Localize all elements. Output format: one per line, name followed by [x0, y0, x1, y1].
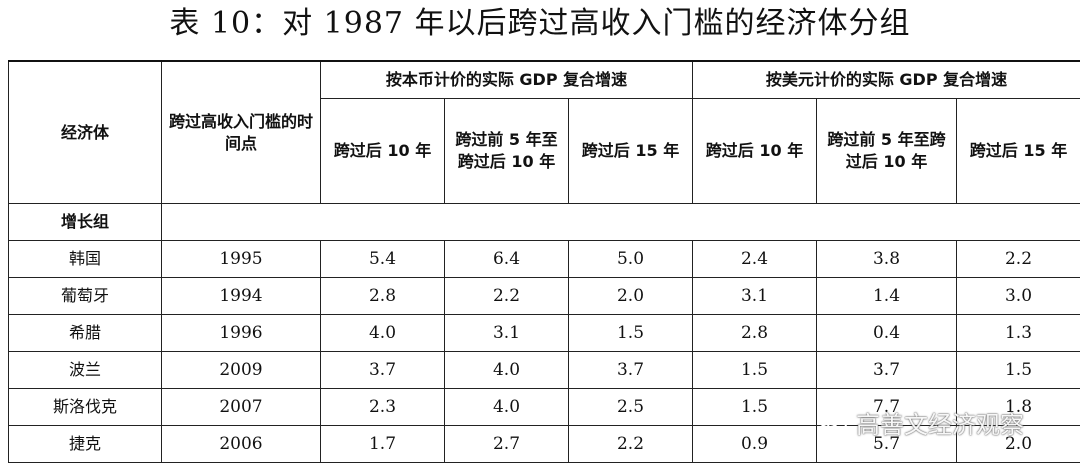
- table-row: 斯洛伐克 2007 2.3 4.0 2.5 1.5 7.7 1.8: [8, 388, 1080, 426]
- economy-name: 捷克: [8, 425, 162, 463]
- economy-name: 希腊: [8, 314, 162, 352]
- header-local-before5-after10: 跨过前 5 年至跨过后 10 年: [444, 98, 569, 204]
- table-row: 葡萄牙 1994 2.8 2.2 2.0 3.1 1.4 3.0: [8, 277, 1080, 315]
- growth-value: 2.5: [568, 388, 693, 426]
- cross-year: 1995: [161, 240, 321, 278]
- growth-value: 4.0: [444, 388, 569, 426]
- growth-value: 3.0: [956, 277, 1080, 315]
- growth-value: 0.4: [816, 314, 957, 352]
- table-row: 波兰 2009 3.7 4.0 3.7 1.5 3.7 1.5: [8, 351, 1080, 389]
- growth-value: 3.1: [692, 277, 817, 315]
- growth-value: 2.4: [692, 240, 817, 278]
- header-cross-time: 跨过高收入门槛的时间点: [161, 60, 321, 204]
- growth-value: 5.4: [320, 240, 445, 278]
- growth-value: 1.5: [692, 388, 817, 426]
- header-usd-after10: 跨过后 10 年: [692, 98, 817, 204]
- growth-value: 2.2: [444, 277, 569, 315]
- group-label-growth: 增长组: [8, 203, 162, 241]
- growth-value: 3.1: [444, 314, 569, 352]
- table-row: 希腊 1996 4.0 3.1 1.5 2.8 0.4 1.3: [8, 314, 1080, 352]
- header-economy: 经济体: [8, 60, 162, 204]
- header-usd-after15: 跨过后 15 年: [956, 98, 1080, 204]
- cross-year: 2009: [161, 351, 321, 389]
- growth-value: 2.2: [956, 240, 1080, 278]
- cross-year: 1996: [161, 314, 321, 352]
- economy-name: 斯洛伐克: [8, 388, 162, 426]
- growth-value: 5.7: [816, 425, 957, 463]
- header-group-usd: 按美元计价的实际 GDP 复合增速: [692, 60, 1080, 99]
- growth-value: 0.9: [692, 425, 817, 463]
- growth-value: 7.7: [816, 388, 957, 426]
- growth-value: 3.7: [816, 351, 957, 389]
- growth-value: 2.8: [320, 277, 445, 315]
- header-local-after15: 跨过后 15 年: [568, 98, 693, 204]
- header-usd-before5-after10: 跨过前 5 年至跨过后 10 年: [816, 98, 957, 204]
- growth-value: 1.5: [956, 351, 1080, 389]
- growth-value: 2.8: [692, 314, 817, 352]
- growth-value: 1.5: [568, 314, 693, 352]
- economy-name: 葡萄牙: [8, 277, 162, 315]
- growth-value: 5.0: [568, 240, 693, 278]
- group-row-filler: [161, 203, 1080, 241]
- growth-value: 2.2: [568, 425, 693, 463]
- growth-value: 1.8: [956, 388, 1080, 426]
- growth-value: 1.4: [816, 277, 957, 315]
- growth-value: 6.4: [444, 240, 569, 278]
- cross-year: 2006: [161, 425, 321, 463]
- growth-value: 4.0: [444, 351, 569, 389]
- cross-year: 1994: [161, 277, 321, 315]
- growth-table: 经济体 跨过高收入门槛的时间点 按本币计价的实际 GDP 复合增速 按美元计价的…: [8, 60, 1080, 463]
- growth-value: 3.7: [320, 351, 445, 389]
- header-local-after10: 跨过后 10 年: [320, 98, 445, 204]
- growth-value: 1.7: [320, 425, 445, 463]
- growth-value: 3.8: [816, 240, 957, 278]
- cross-year: 2007: [161, 388, 321, 426]
- economy-name: 韩国: [8, 240, 162, 278]
- economy-name: 波兰: [8, 351, 162, 389]
- growth-value: 2.7: [444, 425, 569, 463]
- growth-value: 4.0: [320, 314, 445, 352]
- table-row: 韩国 1995 5.4 6.4 5.0 2.4 3.8 2.2: [8, 240, 1080, 278]
- growth-value: 2.3: [320, 388, 445, 426]
- table-title: 表 10：对 1987 年以后跨过高收入门槛的经济体分组: [169, 6, 911, 41]
- table-row: 捷克 2006 1.7 2.7 2.2 0.9 5.7 2.0: [8, 425, 1080, 463]
- growth-value: 1.5: [692, 351, 817, 389]
- growth-value: 1.3: [956, 314, 1080, 352]
- header-group-local: 按本币计价的实际 GDP 复合增速: [320, 60, 693, 99]
- growth-value: 2.0: [568, 277, 693, 315]
- growth-value: 3.7: [568, 351, 693, 389]
- growth-value: 2.0: [956, 425, 1080, 463]
